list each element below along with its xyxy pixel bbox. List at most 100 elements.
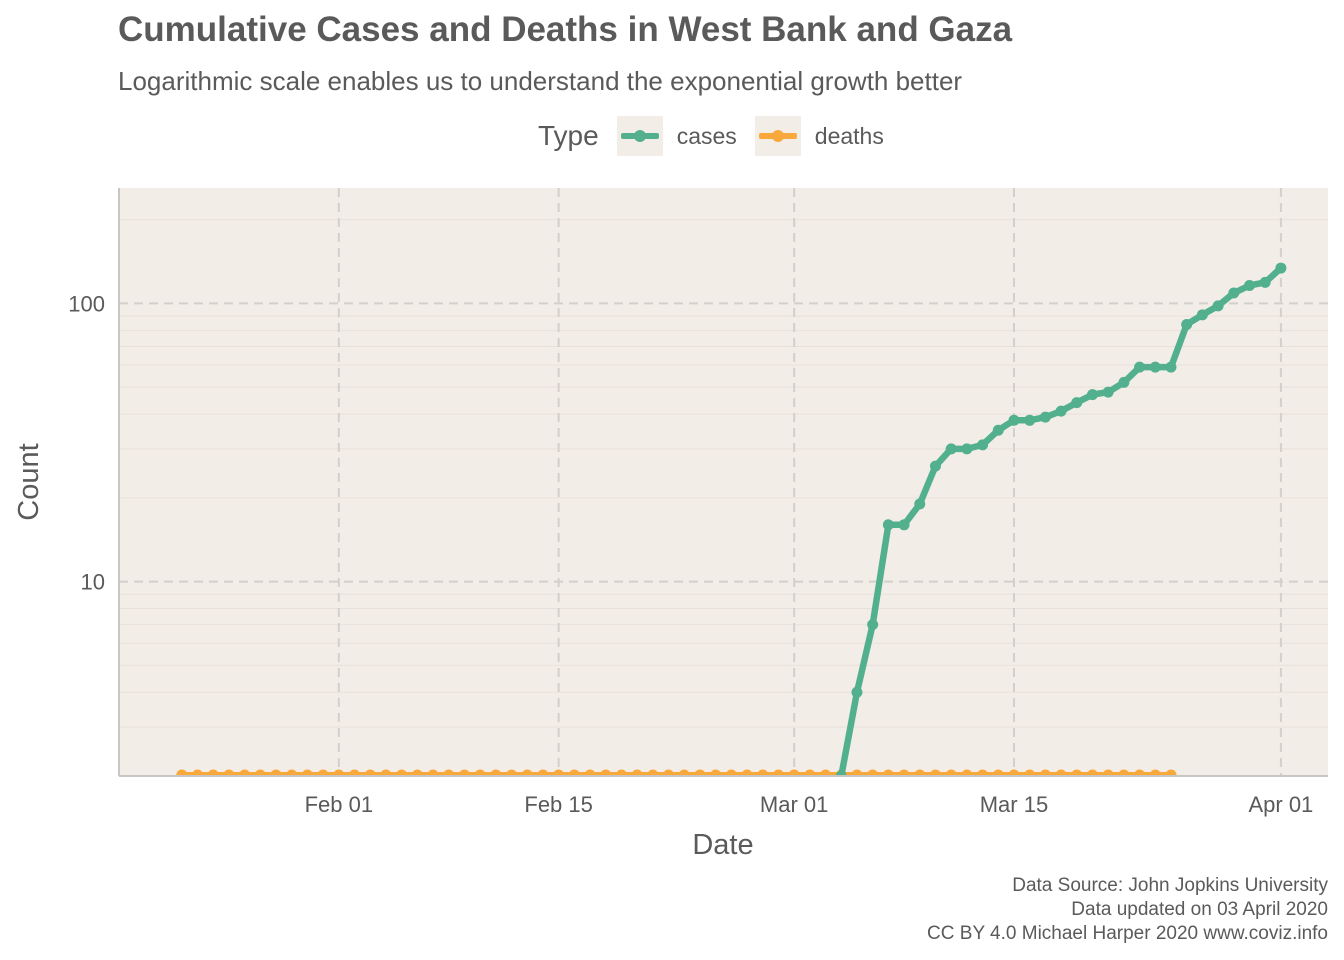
deaths-point [521, 769, 533, 776]
x-axis-label: Date [692, 829, 753, 861]
plot-panel [119, 188, 1328, 776]
deaths-point [741, 769, 753, 776]
deaths-point [270, 769, 282, 776]
cases-point [961, 443, 973, 455]
legend-label-deaths: deaths [814, 122, 884, 149]
x-tick-label: Mar 01 [760, 792, 828, 817]
deaths-point [1149, 769, 1161, 776]
deaths-point [647, 769, 659, 776]
deaths-point [929, 769, 941, 776]
cases-point [1228, 287, 1240, 299]
deaths-point [615, 769, 627, 776]
cases-point [1118, 376, 1130, 388]
cases-point [1275, 262, 1287, 274]
cases-point [1102, 386, 1114, 398]
cases-point [929, 460, 941, 472]
cases-point [1243, 279, 1255, 291]
deaths-point [725, 769, 737, 776]
deaths-point [396, 769, 408, 776]
cases-point [1086, 389, 1098, 401]
deaths-point [977, 769, 989, 776]
deaths-point [1024, 769, 1036, 776]
deaths-point [867, 769, 879, 776]
deaths-point [490, 769, 502, 776]
legend-point-deaths [771, 130, 784, 142]
deaths-point [223, 769, 235, 776]
cases-point [977, 439, 989, 451]
x-tick-label: Feb 01 [305, 792, 374, 817]
caption-license: CC BY 4.0 Michael Harper 2020 www.coviz.… [927, 923, 1328, 944]
deaths-point [1008, 769, 1020, 776]
deaths-point [427, 769, 439, 776]
legend: Type cases deaths [538, 116, 902, 156]
deaths-point [254, 769, 266, 776]
deaths-point [992, 769, 1004, 776]
deaths-point [820, 769, 832, 776]
cases-point [882, 519, 894, 531]
deaths-point [239, 769, 251, 776]
deaths-point [568, 769, 580, 776]
deaths-point [317, 769, 329, 776]
cases-point [1134, 361, 1146, 373]
deaths-point [537, 769, 549, 776]
deaths-point [474, 769, 486, 776]
series-cases [835, 262, 1287, 776]
deaths-point [1071, 769, 1083, 776]
cases-point [898, 519, 910, 531]
cases-point [1055, 405, 1067, 417]
deaths-point [898, 769, 910, 776]
legend-point-cases [633, 130, 646, 142]
legend-title: Type [538, 120, 599, 151]
deaths-point [1086, 769, 1098, 776]
caption-updated: Data updated on 03 April 2020 [1071, 899, 1328, 920]
deaths-point [663, 769, 675, 776]
cases-point [1149, 361, 1161, 373]
deaths-point [1055, 769, 1067, 776]
cases-point [1259, 276, 1271, 288]
x-tick-label: Mar 15 [980, 792, 1048, 817]
deaths-point [192, 769, 204, 776]
deaths-point [506, 769, 518, 776]
deaths-point [553, 769, 565, 776]
deaths-point [458, 769, 470, 776]
y-axis-label: Count [13, 443, 45, 520]
cases-point [851, 686, 863, 698]
deaths-point [631, 769, 643, 776]
cases-point [1071, 397, 1083, 409]
deaths-point [286, 769, 298, 776]
legend-key-deaths [754, 116, 801, 156]
chart-subtitle: Logarithmic scale enables us to understa… [118, 66, 963, 96]
cases-point [1039, 411, 1051, 423]
deaths-point [945, 769, 957, 776]
deaths-point [772, 769, 784, 776]
deaths-point [1134, 769, 1146, 776]
deaths-point [364, 769, 376, 776]
cases-point [867, 619, 879, 631]
x-tick-label: Feb 15 [524, 792, 593, 817]
deaths-point [600, 769, 612, 776]
deaths-point [1165, 769, 1177, 776]
cases-point [1181, 318, 1193, 330]
deaths-point [694, 769, 706, 776]
deaths-point [882, 769, 894, 776]
caption-source: Data Source: John Jopkins University [1012, 875, 1328, 896]
deaths-point [584, 769, 596, 776]
chart-title: Cumulative Cases and Deaths in West Bank… [118, 10, 1013, 49]
deaths-point [788, 769, 800, 776]
deaths-point [301, 769, 313, 776]
deaths-point [804, 769, 816, 776]
caption: Data Source: John Jopkins University Dat… [927, 874, 1328, 946]
deaths-point [1118, 769, 1130, 776]
deaths-point [380, 769, 392, 776]
y-tick-label: 100 [68, 291, 105, 316]
y-tick-label: 10 [81, 570, 105, 595]
deaths-point [1039, 769, 1051, 776]
deaths-point [207, 769, 219, 776]
deaths-point [1102, 769, 1114, 776]
deaths-point [851, 769, 863, 776]
cases-point [945, 443, 957, 455]
cases-point [1024, 414, 1036, 426]
cases-point [835, 770, 847, 776]
deaths-point [678, 769, 690, 776]
cases-point [992, 424, 1004, 436]
